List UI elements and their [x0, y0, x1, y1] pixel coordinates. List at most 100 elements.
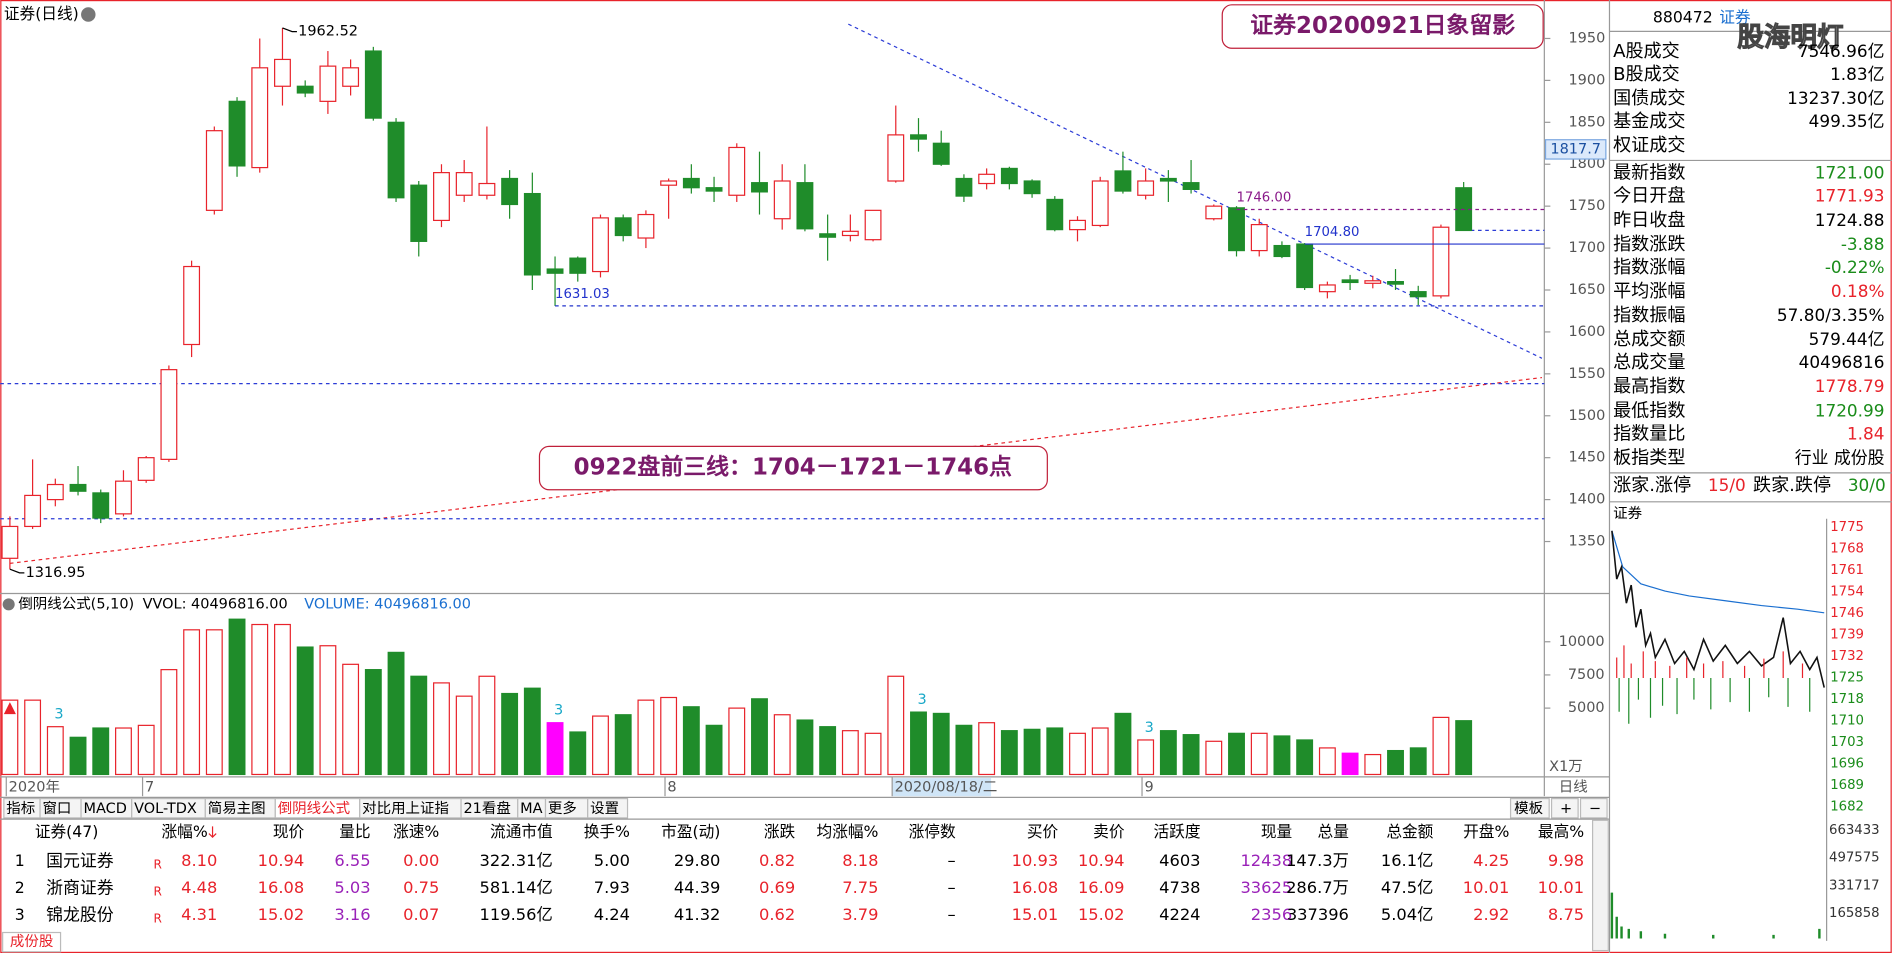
- mini-tick-label: 1768: [1830, 542, 1864, 557]
- candle-body: [841, 230, 859, 237]
- mini-tick-label: 1739: [1830, 628, 1864, 643]
- column-header[interactable]: 现量: [1261, 822, 1292, 841]
- tab-label[interactable]: 对比用上证指: [362, 800, 449, 817]
- candle-body: [637, 213, 655, 239]
- row-number: 1: [15, 851, 25, 870]
- volume-bar: [410, 675, 428, 776]
- y-tick-label: 7500: [1568, 667, 1605, 683]
- column-header[interactable]: 涨停数: [909, 822, 956, 841]
- cell: 0.75: [403, 878, 439, 897]
- volume-bar: [1318, 747, 1336, 776]
- column-header[interactable]: 总量: [1318, 822, 1349, 841]
- tab-label[interactable]: 成份股: [10, 933, 53, 950]
- column-header[interactable]: 买价: [1027, 822, 1059, 841]
- cell: 8.10: [181, 851, 217, 870]
- tab-label[interactable]: +: [1560, 801, 1572, 817]
- volume-bar: [728, 707, 746, 776]
- column-header[interactable]: 开盘%: [1463, 822, 1509, 841]
- tab-bar: 指标 窗口 MACD VOL-TDX 简易主图 倒阴线公式 对比用上证指 21看盘 MA 更多 设置…: [3, 797, 1608, 819]
- bar-mark: 3: [918, 692, 927, 708]
- y-tick-label: 1500: [1568, 408, 1605, 424]
- column-header[interactable]: 活跃度: [1154, 822, 1201, 841]
- note-box: [1221, 4, 1544, 49]
- volume-bar: [1114, 712, 1132, 776]
- quote-value: 1724.88: [1815, 210, 1885, 230]
- tab-label[interactable]: 更多: [548, 800, 577, 817]
- column-header[interactable]: 换手%: [584, 822, 630, 841]
- tab[interactable]: [1579, 797, 1608, 819]
- column-header[interactable]: 量比: [339, 822, 370, 841]
- candle-body: [228, 100, 246, 167]
- note: 0922盘前三线：1704－1721－1746点: [574, 454, 1012, 481]
- tab-label[interactable]: VOL-TDX: [134, 801, 197, 817]
- tab[interactable]: [2, 931, 62, 953]
- column-header[interactable]: 最高%: [1538, 822, 1584, 841]
- mini-tick-label: 1725: [1830, 670, 1864, 685]
- column-header[interactable]: 涨跌: [764, 822, 796, 841]
- volume-bar: [364, 669, 382, 776]
- volume-bar: [682, 706, 700, 776]
- dropdown-icon[interactable]: [81, 7, 96, 22]
- dropdown-icon[interactable]: [2, 598, 15, 611]
- y-tick-label: 5000: [1568, 700, 1605, 716]
- tab-label[interactable]: MA: [520, 801, 542, 817]
- tab-label[interactable]: 设置: [590, 800, 619, 817]
- candle-body: [1137, 180, 1155, 196]
- volume-bar: [115, 727, 132, 776]
- column-header[interactable]: 均涨幅%: [817, 822, 879, 841]
- column-header[interactable]: 流通市值: [490, 822, 553, 841]
- cell: 4224: [1159, 905, 1200, 924]
- candle-body: [1046, 198, 1064, 231]
- flag: R: [153, 912, 162, 926]
- volume-bar: [1296, 739, 1314, 776]
- quote-value: 13237.30亿: [1787, 88, 1884, 108]
- tab-label[interactable]: 倒阴线公式: [278, 800, 350, 817]
- quote-label: 昨日收盘: [1613, 210, 1685, 231]
- stock-name[interactable]: 国元证券: [46, 850, 114, 870]
- y-tick-label: 1850: [1568, 114, 1605, 130]
- column-header[interactable]: 总金额: [1386, 822, 1433, 841]
- tab[interactable]: [1550, 797, 1579, 819]
- tab-label[interactable]: −: [1589, 801, 1601, 817]
- volume-bar: [433, 682, 450, 776]
- cell: 16.08: [258, 878, 305, 897]
- volume-bar: [751, 698, 768, 776]
- tab[interactable]: [587, 797, 629, 819]
- column-header[interactable]: 卖价: [1093, 822, 1125, 841]
- tab-label[interactable]: 21看盘: [463, 799, 510, 817]
- stock-name[interactable]: 浙商证券: [46, 877, 114, 897]
- mini-tick-label: 1754: [1830, 585, 1864, 600]
- candle-body: [183, 265, 201, 346]
- tab-label[interactable]: MACD: [83, 801, 126, 817]
- volume-bar: [478, 675, 496, 776]
- volume-bar: [1409, 747, 1427, 776]
- y-tick-label: 1750: [1568, 198, 1605, 214]
- mini-price-line: [1611, 530, 1825, 688]
- volume-bar: [1455, 720, 1473, 776]
- cell: –: [948, 878, 956, 897]
- note-box: [538, 445, 1048, 491]
- mini-tick-label: 497575: [1829, 851, 1880, 866]
- quote-value: -0.22%: [1825, 257, 1885, 277]
- y-tick-label: 1400: [1568, 492, 1605, 508]
- x-label-highlight: [892, 778, 992, 797]
- tab-label[interactable]: 指标: [6, 800, 35, 817]
- column-header[interactable]: 涨速%: [393, 822, 439, 841]
- candle-body: [978, 173, 996, 185]
- tab-label[interactable]: 简易主图: [208, 800, 266, 817]
- tab-label[interactable]: 模板: [1514, 799, 1543, 817]
- stock-name[interactable]: 锦龙股份: [46, 905, 114, 925]
- column-header[interactable]: 市盈(动): [661, 822, 720, 841]
- breadth-value: 30/0: [1848, 475, 1886, 495]
- quote-value: 40496816: [1799, 352, 1885, 372]
- tab[interactable]: [1509, 797, 1550, 819]
- tab-label[interactable]: 窗口: [42, 799, 71, 817]
- column-header[interactable]: 现价: [273, 822, 305, 841]
- volume-bar: [69, 736, 87, 776]
- column-header[interactable]: 涨幅%: [161, 822, 207, 841]
- volume-bar: [1023, 728, 1041, 776]
- candle-body: [1182, 182, 1200, 190]
- bar-mark: 3: [54, 707, 63, 723]
- cell: 5.00: [594, 851, 630, 870]
- scrollbar[interactable]: [1591, 819, 1609, 952]
